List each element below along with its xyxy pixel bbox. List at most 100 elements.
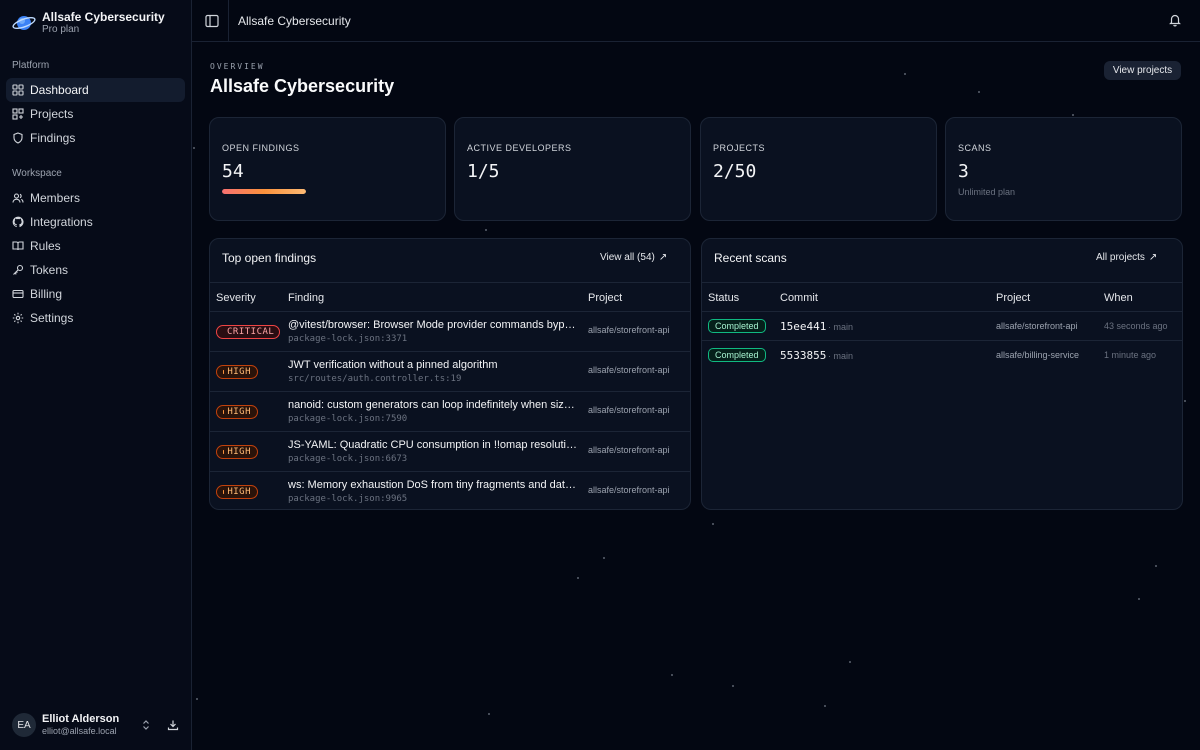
column-header: Status	[708, 292, 740, 304]
column-header: Commit	[780, 292, 818, 304]
view-all-findings-link[interactable]: View all (54) ↗	[600, 252, 667, 263]
brand-name: Allsafe Cybersecurity	[42, 10, 165, 24]
page-title: Allsafe Cybersecurity	[210, 76, 395, 96]
stat-value: 54	[222, 161, 244, 182]
finding-path: package-lock.json:9965	[288, 494, 408, 504]
severity-badge: HIGH	[216, 405, 258, 419]
avatar: EA	[12, 713, 36, 737]
arrow-up-right-icon: ↗	[1148, 252, 1158, 263]
finding-path: package-lock.json:3371	[288, 334, 408, 344]
dashboard-icon	[12, 84, 24, 96]
scan-time: 43 seconds ago	[1104, 321, 1168, 331]
gear-icon	[12, 312, 24, 324]
finding-project: allsafe/storefront-api	[588, 445, 670, 455]
scan-time: 1 minute ago	[1104, 350, 1157, 360]
sidebar-item-findings[interactable]: Findings	[6, 126, 185, 150]
sidebar-item-members[interactable]: Members	[6, 186, 185, 210]
table-row[interactable]: HIGH JS-YAML: Quadratic CPU consumption …	[210, 432, 690, 472]
nav-group-platform: Platform	[12, 60, 50, 71]
table-header: Severity Finding Project	[210, 282, 690, 312]
stat-card-scans: SCANS 3 Unlimited plan	[945, 117, 1182, 221]
table-row[interactable]: HIGH nanoid: custom generators can loop …	[210, 392, 690, 432]
finding-title: @vitest/browser: Browser Mode provider c…	[288, 319, 578, 331]
table-row[interactable]: HIGH JWT verification without a pinned a…	[210, 352, 690, 392]
branch-label: main	[833, 322, 854, 332]
sidebar-item-label: Findings	[30, 131, 76, 145]
severity-label: HIGH	[227, 367, 251, 377]
table-row[interactable]: CRITICAL @vitest/browser: Browser Mode p…	[210, 312, 690, 352]
brand[interactable]: Allsafe Cybersecurity Pro plan	[12, 10, 165, 36]
finding-project: allsafe/storefront-api	[588, 365, 670, 375]
topbar: Allsafe Cybersecurity	[192, 0, 1200, 42]
sidebar: Allsafe Cybersecurity Pro plan Platform …	[0, 0, 192, 750]
stat-value: 2/50	[713, 161, 757, 182]
status-badge: Completed	[708, 348, 766, 362]
arrow-up-right-icon: ↗	[658, 252, 668, 263]
severity-badge: HIGH	[216, 445, 258, 459]
sidebar-item-integrations[interactable]: Integrations	[6, 210, 185, 234]
sidebar-item-label: Dashboard	[30, 83, 89, 97]
projects-icon	[12, 108, 24, 120]
branch-name: · main	[828, 351, 854, 361]
table-row[interactable]: Completed 5533855 · main allsafe/billing…	[702, 341, 1182, 370]
all-projects-link[interactable]: All projects ↗	[1096, 252, 1157, 263]
shield-icon	[12, 132, 24, 144]
sidebar-item-tokens[interactable]: Tokens	[6, 258, 185, 282]
link-label: View all (54)	[600, 252, 655, 263]
stat-label: SCANS	[958, 143, 992, 153]
user-menu[interactable]: EA Elliot Alderson elliot@allsafe.local	[12, 712, 182, 738]
severity-label: HIGH	[227, 407, 251, 417]
chevrons-up-down-icon[interactable]	[139, 718, 153, 732]
scan-project: allsafe/storefront-api	[996, 321, 1078, 331]
table-header: Status Commit Project When	[702, 282, 1182, 312]
users-icon	[12, 192, 24, 204]
page-eyebrow: OVERVIEW	[210, 62, 265, 71]
sidebar-item-dashboard[interactable]: Dashboard	[6, 78, 185, 102]
column-header: Finding	[288, 292, 325, 304]
bell-icon[interactable]	[1168, 13, 1182, 27]
sidebar-item-projects[interactable]: Projects	[6, 102, 185, 126]
branch-label: main	[833, 351, 854, 361]
book-icon	[12, 240, 24, 252]
stat-card-projects: PROJECTS 2/50	[700, 117, 937, 221]
link-label: All projects	[1096, 252, 1145, 263]
sidebar-toggle-icon[interactable]	[204, 13, 220, 29]
sidebar-item-settings[interactable]: Settings	[6, 306, 185, 330]
status-badge: Completed	[708, 319, 766, 333]
sidebar-item-label: Billing	[30, 287, 63, 301]
scans-panel: Recent scans All projects ↗ Status Commi…	[701, 238, 1183, 510]
download-icon[interactable]	[166, 718, 180, 732]
table-row[interactable]: Completed 15ee441 · main allsafe/storefr…	[702, 312, 1182, 341]
commit-hash: 15ee441	[780, 320, 827, 333]
stat-value: 1/5	[467, 161, 500, 182]
column-header: Project	[996, 292, 1031, 304]
severity-badge: HIGH	[216, 365, 258, 379]
topbar-divider	[228, 0, 229, 42]
stat-subtext: Unlimited plan	[958, 187, 1016, 197]
planet-logo-icon	[12, 11, 36, 35]
panel-title: Top open findings	[222, 251, 317, 265]
scan-project: allsafe/billing-service	[996, 350, 1080, 360]
sidebar-item-billing[interactable]: Billing	[6, 282, 185, 306]
finding-title: nanoid: custom generators can loop indef…	[288, 399, 578, 411]
sidebar-item-label: Members	[30, 191, 81, 205]
finding-title: JS-YAML: Quadratic CPU consumption in !!…	[288, 439, 578, 451]
sidebar-item-label: Rules	[30, 239, 61, 253]
table-row[interactable]: HIGH ws: Memory exhaustion DoS from tiny…	[210, 472, 690, 509]
severity-label: HIGH	[227, 487, 251, 497]
credit-card-icon	[12, 288, 24, 300]
nav-group-workspace: Workspace	[12, 168, 62, 179]
severity-label: CRITICAL	[227, 327, 275, 337]
finding-path: package-lock.json:7590	[288, 414, 408, 424]
workspace-nav: Members Integrations Rules Tokens Billin…	[6, 186, 185, 330]
finding-project: allsafe/storefront-api	[588, 325, 670, 335]
column-header: Project	[588, 292, 623, 304]
finding-title: JWT verification without a pinned algori…	[288, 359, 498, 371]
view-projects-button[interactable]: View projects	[1104, 61, 1181, 80]
finding-project: allsafe/storefront-api	[588, 485, 670, 495]
key-icon	[12, 264, 24, 276]
sidebar-item-rules[interactable]: Rules	[6, 234, 185, 258]
brand-plan: Pro plan	[42, 24, 80, 35]
stat-label: OPEN FINDINGS	[222, 143, 300, 153]
platform-nav: Dashboard Projects Findings	[6, 78, 185, 150]
